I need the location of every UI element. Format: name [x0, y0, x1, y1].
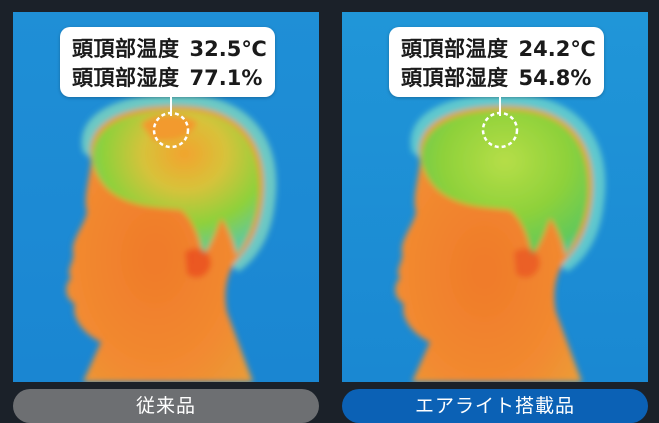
thermal-panel-product: 頭頂部温度 24.2℃ 頭頂部湿度 54.8% [342, 12, 648, 382]
humidity-label: 頭頂部湿度 [72, 66, 180, 90]
caption-conventional: 従来品 [13, 389, 319, 423]
humidity-value: 54.8% [518, 66, 592, 90]
measurement-callout: 頭頂部温度 24.2℃ 頭頂部湿度 54.8% [389, 27, 604, 97]
humidity-value: 77.1% [189, 66, 263, 90]
temperature-value: 32.5℃ [189, 37, 267, 61]
hair-mass [92, 109, 260, 256]
ear-spot [514, 248, 540, 278]
ear-spot [185, 248, 211, 278]
humidity-label: 頭頂部湿度 [401, 66, 509, 90]
callout-pointer-line [170, 97, 172, 116]
callout-pointer-line [499, 97, 501, 116]
temperature-row: 頭頂部温度 24.2℃ [401, 35, 596, 64]
caption-product: エアライト搭載品 [342, 389, 648, 423]
temperature-label: 頭頂部温度 [401, 37, 509, 61]
hair-mass [421, 109, 589, 256]
humidity-row: 頭頂部湿度 77.1% [72, 64, 265, 93]
humidity-row: 頭頂部湿度 54.8% [401, 64, 594, 93]
thermal-panel-conventional: 頭頂部温度 32.5℃ 頭頂部湿度 77.1% [13, 12, 319, 382]
temperature-row: 頭頂部温度 32.5℃ [72, 35, 267, 64]
temperature-label: 頭頂部温度 [72, 37, 180, 61]
measurement-callout: 頭頂部温度 32.5℃ 頭頂部湿度 77.1% [60, 27, 275, 97]
temperature-value: 24.2℃ [518, 37, 596, 61]
